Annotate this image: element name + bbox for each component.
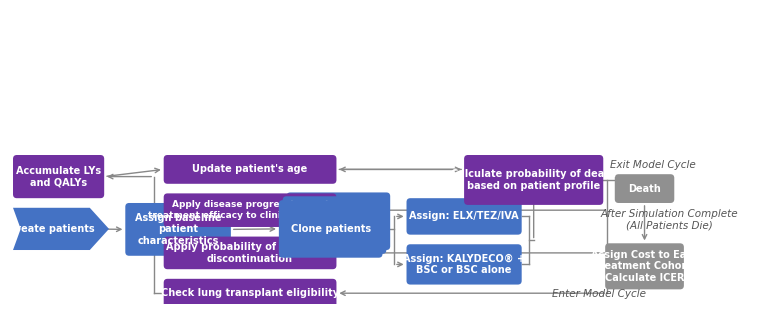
FancyBboxPatch shape xyxy=(125,203,231,256)
Text: After Simulation Complete
(All Patients Die): After Simulation Complete (All Patients … xyxy=(601,209,738,230)
Text: Apply disease progression and
treatment efficacy to clinical measures*: Apply disease progression and treatment … xyxy=(148,201,353,220)
FancyBboxPatch shape xyxy=(279,200,382,258)
Text: Apply probability of treatment
discontinuation: Apply probability of treatment discontin… xyxy=(165,242,334,264)
FancyBboxPatch shape xyxy=(287,193,390,250)
FancyBboxPatch shape xyxy=(605,243,684,289)
FancyBboxPatch shape xyxy=(615,174,674,203)
FancyBboxPatch shape xyxy=(406,244,522,285)
Text: Create patients: Create patients xyxy=(8,224,94,234)
Polygon shape xyxy=(13,208,109,250)
FancyBboxPatch shape xyxy=(164,279,337,308)
FancyBboxPatch shape xyxy=(164,193,337,227)
FancyBboxPatch shape xyxy=(164,155,337,184)
Text: Accumulate LYs
and QALYs: Accumulate LYs and QALYs xyxy=(16,166,101,187)
Text: Assign: ELX/TEZ/IVA: Assign: ELX/TEZ/IVA xyxy=(409,211,519,221)
Text: Calculate probability of death
based on patient profile: Calculate probability of death based on … xyxy=(451,169,616,191)
FancyBboxPatch shape xyxy=(13,155,104,198)
Text: Update patient's age: Update patient's age xyxy=(193,164,308,175)
FancyBboxPatch shape xyxy=(283,196,386,254)
Text: Clone patients: Clone patients xyxy=(291,224,371,234)
Text: Assign Cost to Each
Treatment Cohort;
Calculate ICER: Assign Cost to Each Treatment Cohort; Ca… xyxy=(591,250,698,283)
Text: Death: Death xyxy=(628,184,661,193)
Text: Assign: KALYDECO® +
BSC or BSC alone: Assign: KALYDECO® + BSC or BSC alone xyxy=(403,254,525,275)
Text: Exit Model Cycle: Exit Model Cycle xyxy=(610,160,695,170)
Text: Assign baseline
patient
characteristics: Assign baseline patient characteristics xyxy=(135,213,221,246)
FancyBboxPatch shape xyxy=(464,155,604,205)
FancyBboxPatch shape xyxy=(164,237,337,269)
Text: Check lung transplant eligibility: Check lung transplant eligibility xyxy=(161,288,339,298)
FancyBboxPatch shape xyxy=(406,198,522,235)
Text: Enter Model Cycle: Enter Model Cycle xyxy=(552,289,646,299)
